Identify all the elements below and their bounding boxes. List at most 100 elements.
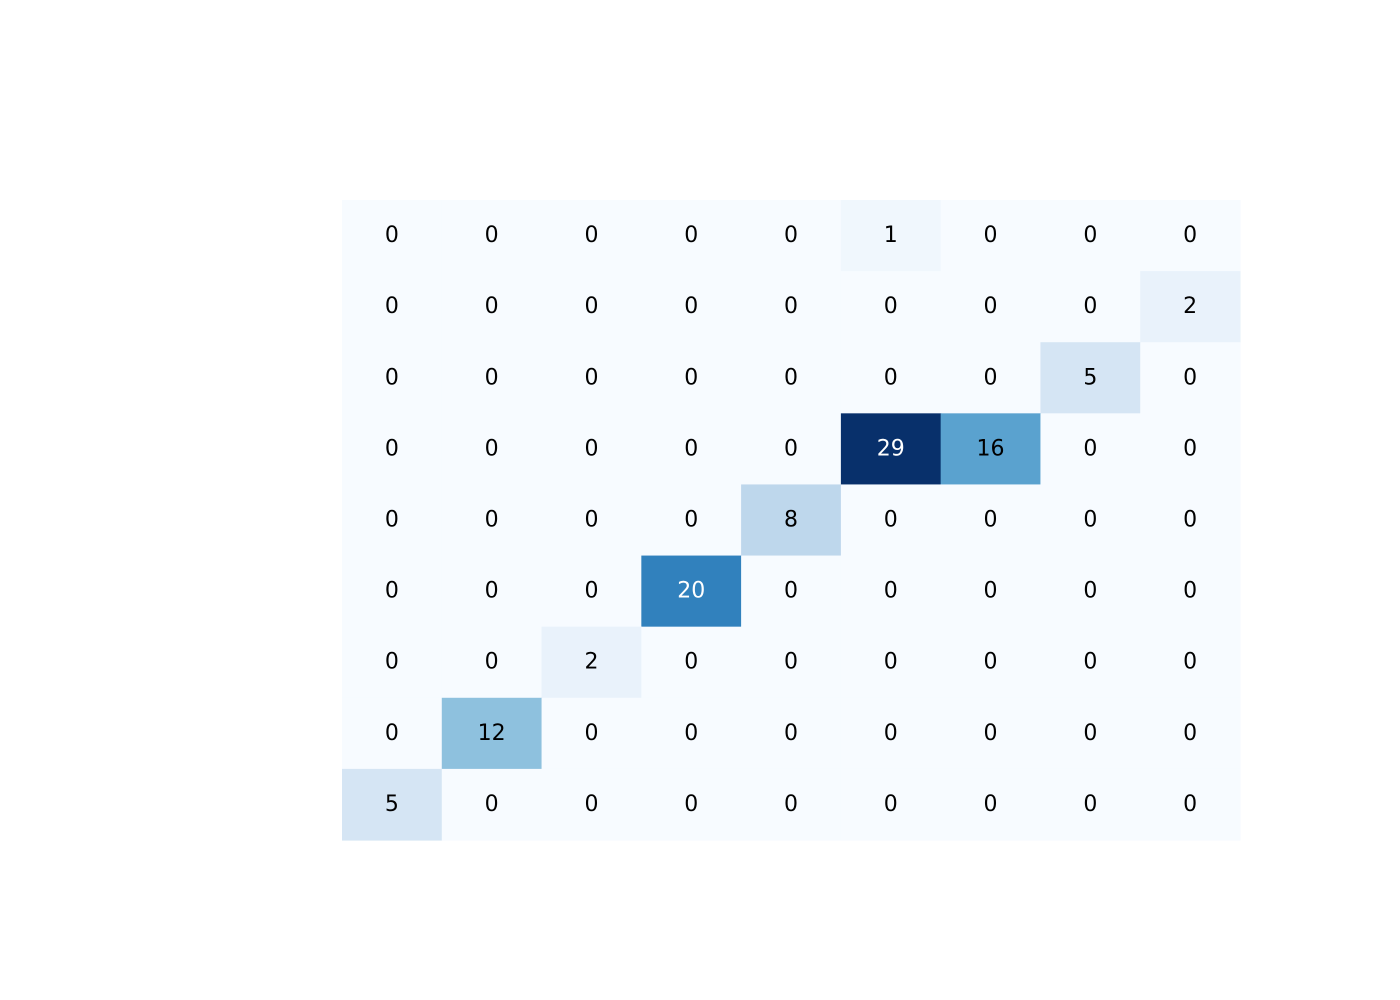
heatmap-cell-r2-c5: [840, 342, 942, 414]
heatmap-cell-label-r7-c1: 12: [478, 721, 506, 746]
heatmap-cell-r2-c7: [1040, 342, 1141, 414]
heatmap-cell-r0-c6: [940, 200, 1042, 272]
heatmap-cell-r2-c2: [541, 342, 642, 414]
heatmap-cell-label-r6-c3: 0: [684, 650, 698, 675]
heatmap-cell-r1-c3: [641, 271, 742, 343]
heatmap-cell-label-r3-c6: 16: [977, 436, 1005, 461]
heatmap-cell-r5-c4: [741, 555, 842, 628]
heatmap-cell-r0-c8: [1140, 200, 1241, 272]
heatmap-cell-label-r8-c8: 0: [1183, 792, 1197, 817]
heatmap-cell-label-r8-c2: 0: [584, 792, 598, 817]
heatmap-cell-r6-c7: [1040, 626, 1141, 699]
heatmap-cell-label-r3-c1: 0: [485, 436, 499, 461]
heatmap-cell-label-r6-c4: 0: [784, 650, 798, 675]
heatmap-cell-r1-c2: [541, 271, 642, 343]
heatmap-cell-r1-c6: [940, 271, 1042, 343]
heatmap-cell-r4-c3: [641, 484, 742, 557]
heatmap-cell-r1-c8: [1140, 271, 1241, 343]
heatmap-cell-r3-c5: [840, 413, 942, 486]
heatmap-cell-label-r8-c7: 0: [1083, 792, 1097, 817]
heatmap-cell-r0-c1: [441, 200, 543, 272]
heatmap-cell-label-r3-c2: 0: [584, 436, 598, 461]
heatmap-cell-label-r1-c2: 0: [584, 294, 598, 319]
heatmap-cell-r5-c1: [441, 555, 543, 628]
heatmap-cell-label-r2-c0: 0: [385, 365, 399, 390]
heatmap-cell-r8-c2: [541, 768, 642, 841]
heatmap-cell-r4-c2: [541, 484, 642, 557]
heatmap-cell-r0-c4: [741, 200, 842, 272]
heatmap-cell-r5-c7: [1040, 555, 1141, 628]
heatmap-cell-label-r0-c8: 0: [1183, 223, 1197, 248]
heatmap-cell-r8-c8: [1140, 768, 1241, 841]
heatmap-cell-r2-c4: [741, 342, 842, 414]
heatmap-cell-r8-c3: [641, 768, 742, 841]
heatmap-cell-r2-c3: [641, 342, 742, 414]
heatmap-cell-label-r7-c2: 0: [584, 721, 598, 746]
heatmap-cell-label-r5-c0: 0: [385, 579, 399, 604]
heatmap-cell-label-r2-c5: 0: [884, 365, 898, 390]
heatmap-cell-label-r1-c0: 0: [385, 294, 399, 319]
heatmap-cell-label-r4-c1: 0: [485, 508, 499, 533]
heatmap-cell-label-r4-c4: 8: [784, 508, 798, 533]
heatmap-cell-label-r3-c7: 0: [1083, 436, 1097, 461]
heatmap-cell-label-r8-c0: 5: [385, 792, 399, 817]
heatmap-cell-r6-c8: [1140, 626, 1241, 699]
heatmap-cell-label-r3-c3: 0: [684, 436, 698, 461]
heatmap-cell-label-r7-c6: 0: [984, 721, 998, 746]
heatmap-cell-label-r5-c6: 0: [984, 579, 998, 604]
heatmap-cell-r8-c0: [342, 768, 443, 841]
heatmap-cell-r1-c5: [840, 271, 942, 343]
heatmap-cell-label-r4-c5: 0: [884, 508, 898, 533]
heatmap-cell-r1-c0: [342, 271, 443, 343]
heatmap-cell-r3-c2: [541, 413, 642, 486]
heatmap-cell-r5-c5: [840, 555, 942, 628]
heatmap-cell-r8-c1: [441, 768, 543, 841]
heatmap-cell-r4-c5: [840, 484, 942, 557]
heatmap-cell-r7-c6: [940, 697, 1042, 770]
heatmap-cell-r5-c0: [342, 555, 443, 628]
heatmap-cell-label-r4-c2: 0: [584, 508, 598, 533]
heatmap-cell-label-r1-c4: 0: [784, 294, 798, 319]
heatmap-cell-label-r2-c7: 5: [1083, 365, 1097, 390]
heatmap-cell-r7-c0: [342, 697, 443, 770]
heatmap-cell-r4-c7: [1040, 484, 1141, 557]
heatmap-cell-label-r0-c0: 0: [385, 223, 399, 248]
heatmap-cell-label-r5-c8: 0: [1183, 579, 1197, 604]
heatmap-cell-label-r3-c8: 0: [1183, 436, 1197, 461]
heatmap-cell-r0-c0: [342, 200, 443, 272]
heatmap-cell-label-r4-c6: 0: [984, 508, 998, 533]
heatmap-cell-r7-c5: [840, 697, 942, 770]
heatmap-cell-label-r0-c1: 0: [485, 223, 499, 248]
heatmap-cell-label-r3-c0: 0: [385, 436, 399, 461]
heatmap-cell-r2-c8: [1140, 342, 1241, 414]
heatmap-cell-label-r2-c2: 0: [584, 365, 598, 390]
heatmap-cell-label-r6-c5: 0: [884, 650, 898, 675]
heatmap-cell-r0-c7: [1040, 200, 1141, 272]
heatmap-cell-r5-c3: [641, 555, 742, 628]
heatmap-cell-label-r0-c7: 0: [1083, 223, 1097, 248]
heatmap-cell-label-r8-c4: 0: [784, 792, 798, 817]
heatmap-cell-label-r7-c0: 0: [385, 721, 399, 746]
heatmap-cell-r3-c1: [441, 413, 543, 486]
heatmap-cell-r6-c6: [940, 626, 1042, 699]
heatmap-cell-label-r1-c5: 0: [884, 294, 898, 319]
heatmap-cell-r3-c4: [741, 413, 842, 486]
heatmap-cell-r6-c1: [441, 626, 543, 699]
heatmap-cell-label-r2-c1: 0: [485, 365, 499, 390]
heatmap-cell-r8-c4: [741, 768, 842, 841]
heatmap-cell-r4-c6: [940, 484, 1042, 557]
heatmap-cell-label-r6-c2: 2: [584, 650, 598, 675]
heatmap-cell-label-r2-c6: 0: [984, 365, 998, 390]
heatmap-cell-label-r0-c3: 0: [684, 223, 698, 248]
heatmap-cell-r7-c7: [1040, 697, 1141, 770]
heatmap-cell-label-r4-c3: 0: [684, 508, 698, 533]
heatmap-cell-label-r1-c6: 0: [984, 294, 998, 319]
heatmap-cell-r1-c4: [741, 271, 842, 343]
heatmap-cell-r4-c1: [441, 484, 543, 557]
heatmap-cell-label-r8-c3: 0: [684, 792, 698, 817]
heatmap-cell-r4-c0: [342, 484, 443, 557]
heatmap-cell-label-r0-c4: 0: [784, 223, 798, 248]
heatmap-cell-label-r8-c6: 0: [984, 792, 998, 817]
heatmap-cell-label-r5-c5: 0: [884, 579, 898, 604]
heatmap-cell-label-r1-c3: 0: [684, 294, 698, 319]
